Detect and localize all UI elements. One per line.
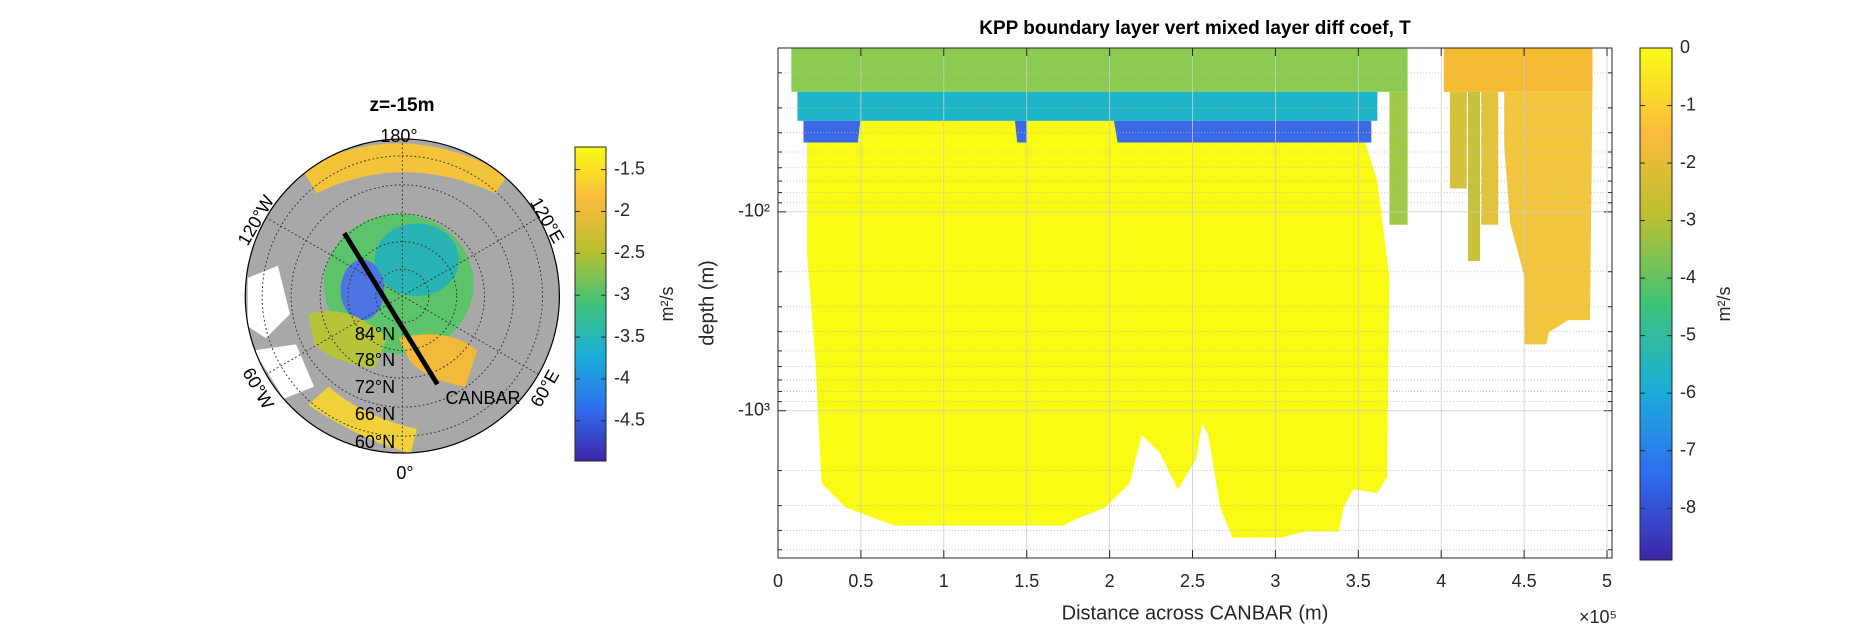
colorbar-tick-label: -7 (1680, 439, 1696, 459)
x-tick-label: 0.5 (848, 571, 873, 591)
x-tick-label: 0 (773, 571, 783, 591)
x-tick-label: 2 (1105, 571, 1115, 591)
lat-label: 66°N (355, 404, 395, 424)
lat-label: 84°N (355, 324, 395, 344)
colorbar-label: m²/s (1714, 287, 1734, 322)
lat-label: 78°N (355, 350, 395, 370)
colorbar-tick-label: -4.5 (614, 410, 645, 430)
axes-box (777, 47, 1613, 559)
map-title: z=-15m (370, 95, 435, 116)
colorbar-tick-label: -2 (1680, 152, 1696, 172)
heatmap-title: KPP boundary layer vert mixed layer diff… (979, 18, 1411, 39)
colorbar-tick-label: -4 (614, 368, 630, 388)
colorbar-tick-label: -2.5 (614, 242, 645, 262)
x-tick-label: 5 (1602, 571, 1612, 591)
y-axis-label: depth (m) (696, 260, 718, 346)
x-tick-label: 1 (939, 571, 949, 591)
lat-label: 60°N (355, 432, 395, 452)
x-tick-label: 4.5 (1512, 571, 1537, 591)
y-tick-label: -10³ (738, 400, 770, 420)
colorbar-tick-label: -8 (1680, 497, 1696, 517)
colorbar (1639, 47, 1673, 561)
colorbar-tick-label: -1.5 (614, 158, 645, 178)
x-tick-label: 3.5 (1346, 571, 1371, 591)
colorbar-tick-label: -2 (614, 200, 630, 220)
colorbar-tick-label: -3.5 (614, 326, 645, 346)
colorbar-tick-label: 0 (1680, 37, 1690, 57)
x-multiplier: ×10⁵ (1579, 607, 1617, 625)
x-tick-label: 4 (1436, 571, 1446, 591)
x-tick-label: 3 (1270, 571, 1280, 591)
section-label: CANBAR (445, 388, 520, 408)
heatmap-field (791, 48, 1593, 538)
colorbar-tick-label: -4 (1680, 267, 1696, 287)
lon-label: 0° (396, 463, 413, 483)
colorbar-tick-label: -6 (1680, 382, 1696, 402)
x-tick-label: 1.5 (1014, 571, 1039, 591)
map-field (244, 138, 561, 454)
colorbar-label: m²/s (657, 287, 677, 322)
lat-label: 72°N (355, 377, 395, 397)
colorbar-tick-label: -3 (1680, 209, 1696, 229)
colorbar-tick-label: -5 (1680, 324, 1696, 344)
x-tick-label: 2.5 (1180, 571, 1205, 591)
colorbar (574, 146, 607, 462)
colorbar-tick-label: -1 (1680, 94, 1696, 114)
colorbar-tick-label: -3 (614, 284, 630, 304)
x-axis-label: Distance across CANBAR (m) (1062, 602, 1329, 624)
y-tick-label: -10² (738, 201, 770, 221)
lon-label: 180° (380, 126, 417, 146)
